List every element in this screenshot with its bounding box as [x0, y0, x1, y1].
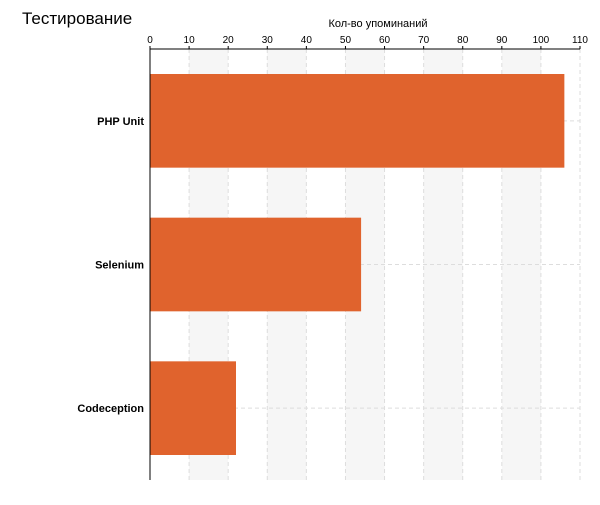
x-tick-label: 40 — [301, 35, 313, 46]
x-tick-label: 50 — [340, 35, 352, 46]
x-axis-label: Кол-во упоминаний — [328, 18, 427, 30]
bars — [150, 74, 565, 455]
bar — [150, 361, 236, 455]
x-tick-label: 0 — [147, 35, 153, 46]
x-tick-labels: 0 10 20 30 40 50 60 70 80 90 100 110 — [147, 35, 588, 46]
bar — [150, 74, 565, 168]
category-label: Codeception — [77, 403, 144, 415]
x-tick-label: 90 — [496, 35, 508, 46]
page-title: Тестирование — [22, 9, 133, 28]
x-tick-label: 60 — [379, 35, 391, 46]
x-tick-label: 70 — [418, 35, 430, 46]
bar — [150, 217, 362, 312]
category-label: Selenium — [95, 260, 144, 272]
x-tick-label: 100 — [533, 35, 550, 46]
x-tick-label: 20 — [223, 35, 235, 46]
x-tick-label: 110 — [572, 35, 588, 46]
x-tick-label: 30 — [262, 35, 274, 46]
x-tick-label: 10 — [184, 35, 196, 46]
category-labels: PHP Unit Selenium Codeception — [77, 116, 144, 415]
axes — [149, 46, 581, 480]
x-tick-label: 80 — [457, 35, 469, 46]
category-label: PHP Unit — [97, 116, 144, 128]
